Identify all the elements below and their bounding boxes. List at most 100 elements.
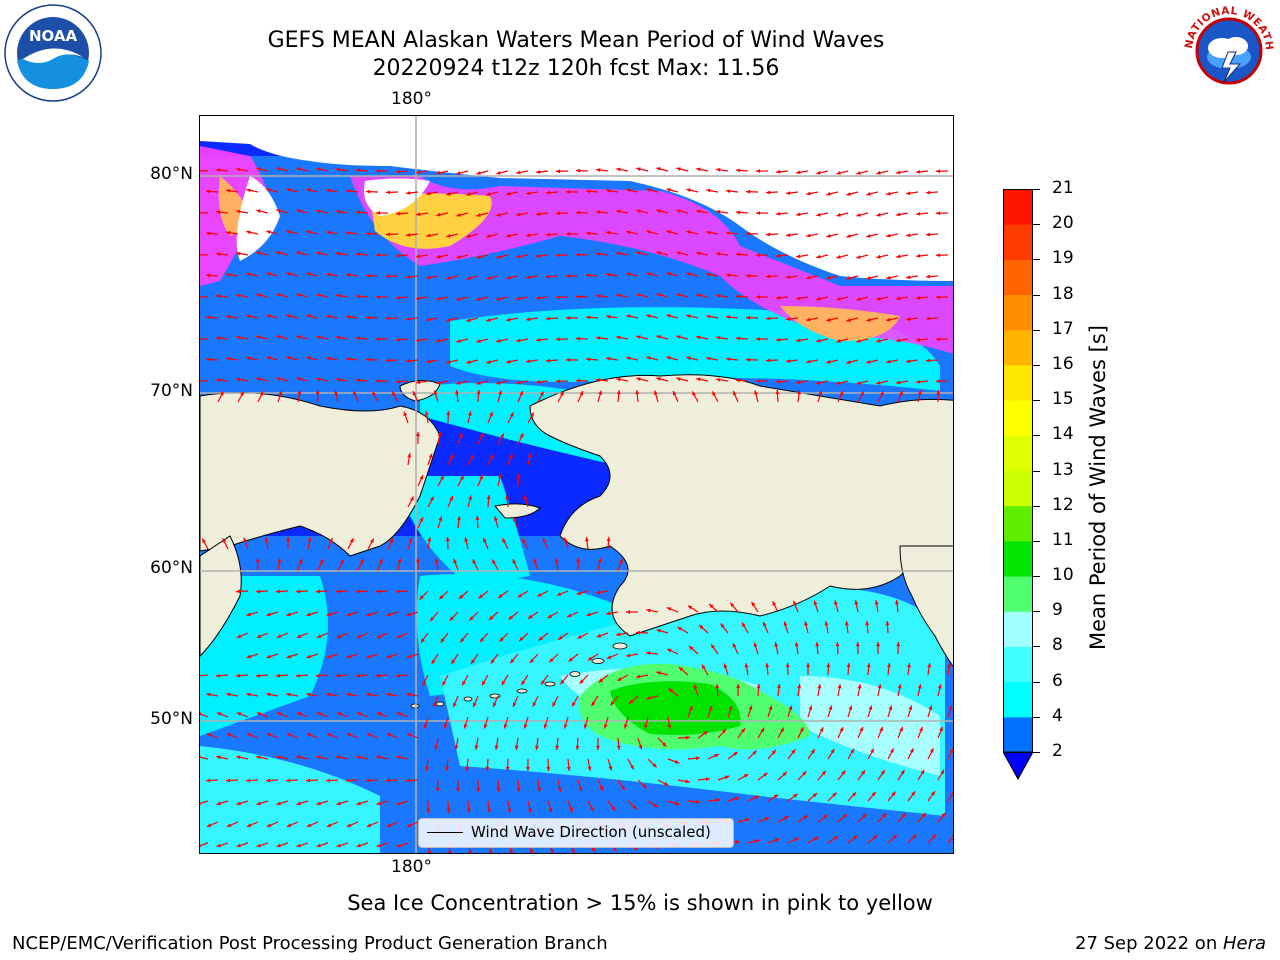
wave-arrow-head — [436, 338, 441, 343]
wave-arrow-head — [558, 635, 563, 640]
wave-arrow-head — [406, 778, 411, 783]
wave-arrow-head — [577, 634, 582, 639]
wave-arrow-head — [506, 275, 511, 280]
wave-arrow-head — [591, 701, 596, 707]
wave-arrow-head — [522, 538, 526, 543]
wave-arrow-head — [587, 766, 592, 771]
wave-arrow-head — [366, 692, 371, 697]
wave-arrow-head — [576, 558, 581, 563]
wave-arrow-head — [836, 171, 841, 175]
wave-arrow-head — [406, 692, 411, 697]
wave-arrow-head — [854, 600, 859, 605]
colorbar-tick-label: 14 — [1052, 424, 1074, 445]
wave-arrow-head — [376, 673, 381, 678]
wave-arrow-head — [687, 605, 693, 610]
wave-arrow-head — [396, 634, 402, 638]
wave-arrow-head — [286, 692, 291, 697]
wave-arrow-head — [326, 356, 331, 361]
wave-arrow-head — [806, 359, 811, 364]
wave-arrow-head — [916, 211, 921, 216]
wave-arrow-head — [376, 211, 381, 215]
wave-arrow-head — [326, 230, 331, 235]
wave-arrow-head — [236, 377, 241, 382]
wave-arrow-head — [596, 378, 601, 382]
wave-arrow-head — [226, 692, 231, 697]
wave-arrow-head — [428, 453, 433, 459]
wave-arrow-head — [716, 209, 721, 214]
wave-arrow-head — [532, 702, 537, 707]
wave-period-map — [200, 116, 953, 853]
wave-arrow-head — [846, 192, 851, 196]
wave-arrow-head — [586, 189, 591, 194]
wave-arrow-head — [426, 359, 431, 364]
wave-arrow-head — [732, 643, 737, 648]
wave-arrow-head — [928, 705, 933, 710]
wave-arrow-head — [570, 848, 575, 853]
wave-arrow-head — [512, 559, 517, 564]
colorbar-segment — [1003, 329, 1033, 366]
wave-arrow-head — [296, 755, 301, 760]
wave-arrow-head — [478, 594, 483, 599]
wave-arrow-head — [296, 167, 301, 171]
wave-arrow-head — [728, 705, 733, 711]
wave-arrow-head — [598, 390, 603, 395]
wave-arrow-head — [556, 211, 561, 216]
wave-arrow-head — [359, 559, 364, 564]
wave-arrow-head — [206, 315, 211, 320]
wave-arrow — [947, 836, 953, 844]
colorbar-segment — [1003, 224, 1033, 260]
wave-arrow-head — [906, 317, 911, 322]
wave-arrow-head — [487, 808, 491, 813]
wave-arrow-head — [744, 663, 749, 668]
wave-arrow-head — [246, 356, 251, 361]
wave-arrow-head — [240, 391, 244, 396]
colorbar-segments — [1003, 189, 1033, 753]
land-chukotka — [200, 392, 441, 557]
wave-arrow-head — [473, 702, 477, 707]
wave-arrow-head — [766, 316, 771, 321]
wave-arrow-head — [406, 317, 411, 321]
wave-arrow-head — [756, 684, 761, 689]
wave-arrow-head — [756, 337, 761, 341]
wave-arrow-head — [406, 275, 411, 279]
wave-arrow-head — [420, 638, 425, 643]
colorbar-extend-arrow — [1002, 751, 1034, 781]
wave-arrow-head — [489, 615, 494, 620]
wave-arrow-head — [872, 835, 878, 840]
wave-arrow-head — [598, 678, 604, 683]
wave-arrow-head — [493, 702, 497, 707]
wave-arrow-head — [746, 357, 751, 362]
colorbar-tick-mark — [1033, 224, 1040, 226]
wave-arrow-head — [462, 681, 466, 686]
wave-arrow-head — [206, 189, 211, 194]
wave-arrow-head — [824, 621, 829, 626]
wave-arrow-head — [536, 212, 541, 216]
map-panel[interactable] — [199, 115, 954, 854]
wave-arrow-head — [554, 558, 559, 563]
wave-arrow-head — [772, 601, 777, 606]
wave-arrow-head — [856, 381, 861, 385]
wave-arrow-head — [396, 211, 401, 216]
wave-arrow-head — [877, 684, 882, 689]
wave-arrow-head — [206, 357, 211, 362]
wave-arrow-head — [526, 275, 531, 280]
wave-arrow-head — [724, 775, 730, 780]
wave-arrow-head — [926, 232, 931, 237]
wave-arrow-head — [306, 654, 312, 659]
wave-arrow-head — [486, 192, 491, 196]
wave-arrow-head — [652, 763, 657, 768]
wave-arrow-head — [662, 742, 667, 747]
wave-arrow-head — [695, 756, 700, 761]
wave-arrow-head — [416, 432, 420, 437]
wave-arrow-head — [576, 168, 581, 173]
wave-arrow-head — [616, 251, 621, 256]
wave-arrow-head — [579, 679, 584, 684]
wave-arrow-head — [906, 359, 911, 364]
wave-arrow-head — [606, 356, 611, 361]
wave-arrow-head — [586, 357, 591, 362]
wave-arrow-head — [733, 391, 737, 396]
wave-arrow-head — [646, 272, 651, 276]
wave-arrow-head — [306, 272, 311, 277]
wave-arrow-head — [434, 558, 439, 563]
lat-label-50: 50°N — [150, 709, 193, 729]
